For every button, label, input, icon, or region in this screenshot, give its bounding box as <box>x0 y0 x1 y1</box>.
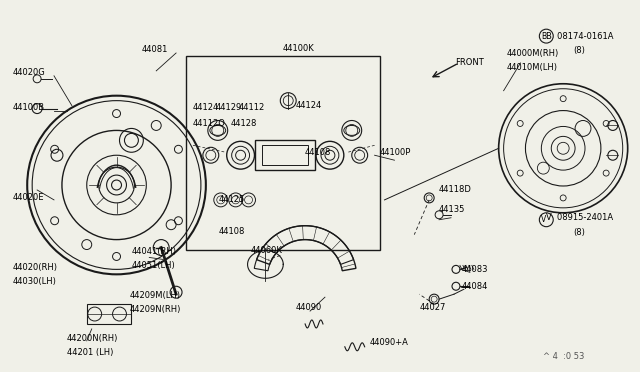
Text: 44112O: 44112O <box>193 119 226 128</box>
Text: 44108: 44108 <box>219 227 245 236</box>
Text: 44027: 44027 <box>419 302 445 312</box>
Text: 44100B: 44100B <box>12 103 44 112</box>
Text: B  08174-0161A: B 08174-0161A <box>547 32 614 41</box>
Text: 44112: 44112 <box>239 103 265 112</box>
Text: ^ 4  :0 53: ^ 4 :0 53 <box>543 352 585 361</box>
Text: 44201 (LH): 44201 (LH) <box>67 348 113 357</box>
Text: 44124: 44124 <box>193 103 220 112</box>
Text: 44060K: 44060K <box>250 246 282 255</box>
Bar <box>87 304 131 324</box>
Text: 44135: 44135 <box>439 205 465 214</box>
Text: 44081: 44081 <box>141 45 168 54</box>
Text: 44041(RH): 44041(RH) <box>131 247 177 256</box>
Text: V: V <box>541 215 546 224</box>
Text: 44030(LH): 44030(LH) <box>12 277 56 286</box>
Text: 44128: 44128 <box>230 119 257 128</box>
Text: 44010M(LH): 44010M(LH) <box>507 63 557 73</box>
Text: 44129: 44129 <box>216 103 242 112</box>
Text: 44084: 44084 <box>462 282 488 291</box>
Text: FRONT: FRONT <box>455 58 484 67</box>
Text: 44000M(RH): 44000M(RH) <box>507 49 559 58</box>
Text: (8): (8) <box>573 45 585 55</box>
Text: V  08915-2401A: V 08915-2401A <box>547 213 613 222</box>
Text: 44209N(RH): 44209N(RH) <box>129 305 181 314</box>
Text: 44051(LH): 44051(LH) <box>131 261 175 270</box>
Text: 44090+A: 44090+A <box>370 338 408 347</box>
Text: 44118D: 44118D <box>439 186 472 195</box>
Text: 44100K: 44100K <box>282 44 314 52</box>
Bar <box>255 140 315 170</box>
Text: 44200N(RH): 44200N(RH) <box>67 334 118 343</box>
Text: 44125: 44125 <box>219 195 245 204</box>
Text: 44020E: 44020E <box>12 193 44 202</box>
Text: 44100P: 44100P <box>380 148 411 157</box>
Text: 44209M(LH): 44209M(LH) <box>129 291 180 300</box>
Text: 44020(RH): 44020(RH) <box>12 263 58 272</box>
Text: 44090: 44090 <box>295 302 321 312</box>
Text: 44020G: 44020G <box>12 68 45 77</box>
Bar <box>262 145 308 165</box>
Text: B: B <box>541 32 546 41</box>
Bar <box>186 56 380 250</box>
Text: 44108: 44108 <box>305 148 332 157</box>
Text: 44124: 44124 <box>295 101 321 110</box>
Text: (8): (8) <box>573 228 585 237</box>
Text: 44083: 44083 <box>462 265 488 274</box>
